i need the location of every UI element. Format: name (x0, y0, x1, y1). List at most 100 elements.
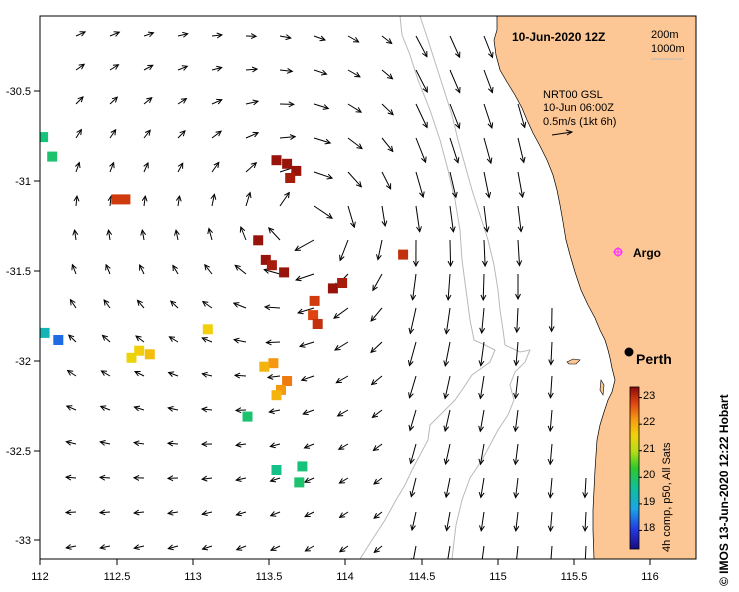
current-arrow (516, 239, 523, 267)
x-axis (39, 559, 651, 565)
current-arrow (245, 161, 258, 173)
current-arrow (370, 341, 383, 354)
current-arrow (67, 334, 77, 343)
sst-pixel (120, 194, 131, 205)
current-arrow (279, 67, 294, 74)
current-arrow (99, 405, 111, 411)
current-arrow (443, 341, 451, 367)
current-arrow (339, 239, 349, 262)
perth-marker[interactable] (624, 347, 634, 357)
current-arrow (166, 509, 179, 516)
current-arrow (298, 341, 315, 348)
current-arrow (547, 409, 554, 433)
current-arrow (483, 69, 494, 94)
current-arrow (174, 229, 180, 241)
current-arrow (445, 545, 451, 559)
current-arrow (443, 409, 451, 433)
current-arrow (201, 475, 213, 482)
current-arrow (370, 375, 383, 386)
current-arrow (304, 545, 315, 552)
current-arrow (233, 337, 247, 344)
current-arrow (335, 375, 349, 384)
current-arrow (103, 299, 111, 309)
sst-pixel (268, 358, 279, 369)
sst-pixel (276, 384, 286, 395)
current-vectors (64, 31, 589, 559)
sst-pixel (253, 235, 264, 246)
current-arrow (381, 35, 393, 45)
current-arrow (371, 409, 383, 419)
current-arrow (478, 443, 485, 466)
current-arrow (415, 137, 427, 164)
current-arrow (444, 477, 451, 499)
current-arrow (372, 273, 383, 292)
sst-pixel (259, 361, 270, 372)
current-arrow (381, 103, 394, 116)
current-arrow (101, 334, 111, 343)
current-arrow (132, 474, 145, 481)
sst-pixel (144, 349, 155, 360)
current-arrow (415, 205, 422, 233)
x-tick-label: 113.5 (256, 571, 283, 583)
current-arrow (132, 440, 145, 447)
current-arrow (99, 440, 111, 446)
y-tick-label: -33 (15, 535, 31, 547)
current-arrow (166, 440, 179, 447)
isobath-200m (419, 16, 531, 559)
current-arrow (338, 477, 349, 484)
current-arrow (550, 545, 553, 559)
current-arrow (140, 228, 147, 241)
current-arrow (269, 442, 281, 449)
current-arrow (245, 131, 260, 139)
current-arrow (513, 443, 519, 466)
current-arrow (347, 69, 361, 78)
current-arrow (381, 69, 394, 80)
y-axis (34, 90, 40, 541)
current-arrow (410, 511, 417, 532)
current-arrow (449, 205, 456, 233)
current-info-time: 10-Jun 06:00Z (543, 102, 614, 114)
current-arrow (75, 96, 84, 105)
sst-pixel (111, 194, 122, 205)
current-arrow (303, 477, 315, 483)
colorbar-tick-label: 23 (643, 390, 655, 402)
sst-pixel (47, 151, 58, 162)
current-arrow (381, 205, 388, 227)
current-arrow (106, 228, 113, 241)
colorbar-ticks (639, 397, 642, 531)
sst-pixel (309, 295, 320, 306)
current-arrow (347, 205, 356, 229)
current-arrow (73, 194, 80, 207)
colorbar-tick-label: 21 (643, 443, 655, 455)
current-arrow (201, 544, 213, 551)
current-arrow (75, 31, 87, 37)
current-arrow (279, 134, 297, 141)
current-arrow (376, 239, 383, 261)
current-arrow (372, 443, 383, 452)
current-arrow (449, 103, 461, 130)
current-arrow (143, 96, 153, 105)
argo-marker[interactable] (613, 247, 623, 257)
current-arrow (105, 263, 111, 275)
sst-pixel (279, 267, 290, 278)
current-arrow (370, 307, 383, 322)
sst-pixel (297, 461, 308, 472)
sst-pixel (398, 249, 409, 260)
current-arrow (548, 341, 555, 366)
current-arrow (133, 405, 145, 412)
current-arrow (211, 65, 223, 72)
y-tick-label: -30.5 (6, 86, 31, 98)
current-arrow (513, 477, 520, 499)
current-arrow (98, 509, 111, 516)
current-arrow (449, 69, 461, 94)
current-arrow (266, 373, 281, 380)
current-arrow (269, 545, 281, 551)
current-arrow (514, 545, 519, 559)
current-arrow (300, 375, 315, 382)
current-arrow (201, 300, 213, 309)
sst-pixel (312, 319, 323, 329)
current-arrow (313, 35, 327, 42)
current-arrow (547, 511, 554, 533)
current-arrow (133, 371, 145, 377)
current-arrow (132, 509, 145, 516)
